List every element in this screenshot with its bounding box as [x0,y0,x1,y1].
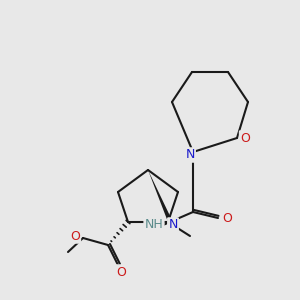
Text: N: N [168,218,178,232]
Text: O: O [222,212,232,224]
Text: N: N [185,148,195,161]
Text: NH: NH [145,218,164,232]
Polygon shape [148,170,175,229]
Text: O: O [70,230,80,242]
Text: O: O [240,131,250,145]
Text: O: O [116,266,126,278]
